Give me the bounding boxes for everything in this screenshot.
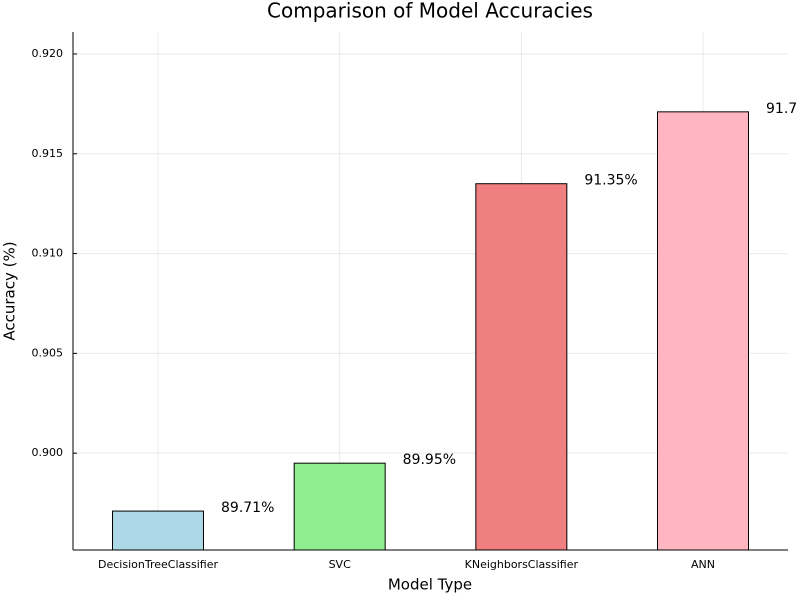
x-axis-label: Model Type bbox=[388, 576, 472, 594]
value-label: 91.35% bbox=[584, 173, 637, 189]
y-tick-label: 0.910 bbox=[32, 247, 64, 260]
x-tick-label: DecisionTreeClassifier bbox=[98, 558, 218, 571]
x-tick-label: ANN bbox=[691, 558, 715, 571]
y-axis-label: Accuracy (%) bbox=[1, 241, 19, 340]
bar bbox=[475, 183, 568, 551]
y-tick-label: 0.915 bbox=[32, 147, 64, 160]
value-label: 89.71% bbox=[221, 500, 274, 516]
y-tick-label: 0.905 bbox=[32, 346, 64, 359]
bar bbox=[293, 462, 386, 551]
bar bbox=[112, 510, 204, 551]
y-tick-label: 0.900 bbox=[32, 446, 64, 459]
bar bbox=[657, 111, 749, 551]
x-tick-label: SVC bbox=[329, 558, 352, 571]
x-tick-label: KNeighborsClassifier bbox=[465, 558, 579, 571]
y-tick-label: 0.920 bbox=[32, 47, 64, 60]
chart-title: Comparison of Model Accuracies bbox=[267, 0, 593, 23]
value-label: 91.7 bbox=[766, 101, 797, 117]
value-label: 89.95% bbox=[403, 452, 456, 468]
